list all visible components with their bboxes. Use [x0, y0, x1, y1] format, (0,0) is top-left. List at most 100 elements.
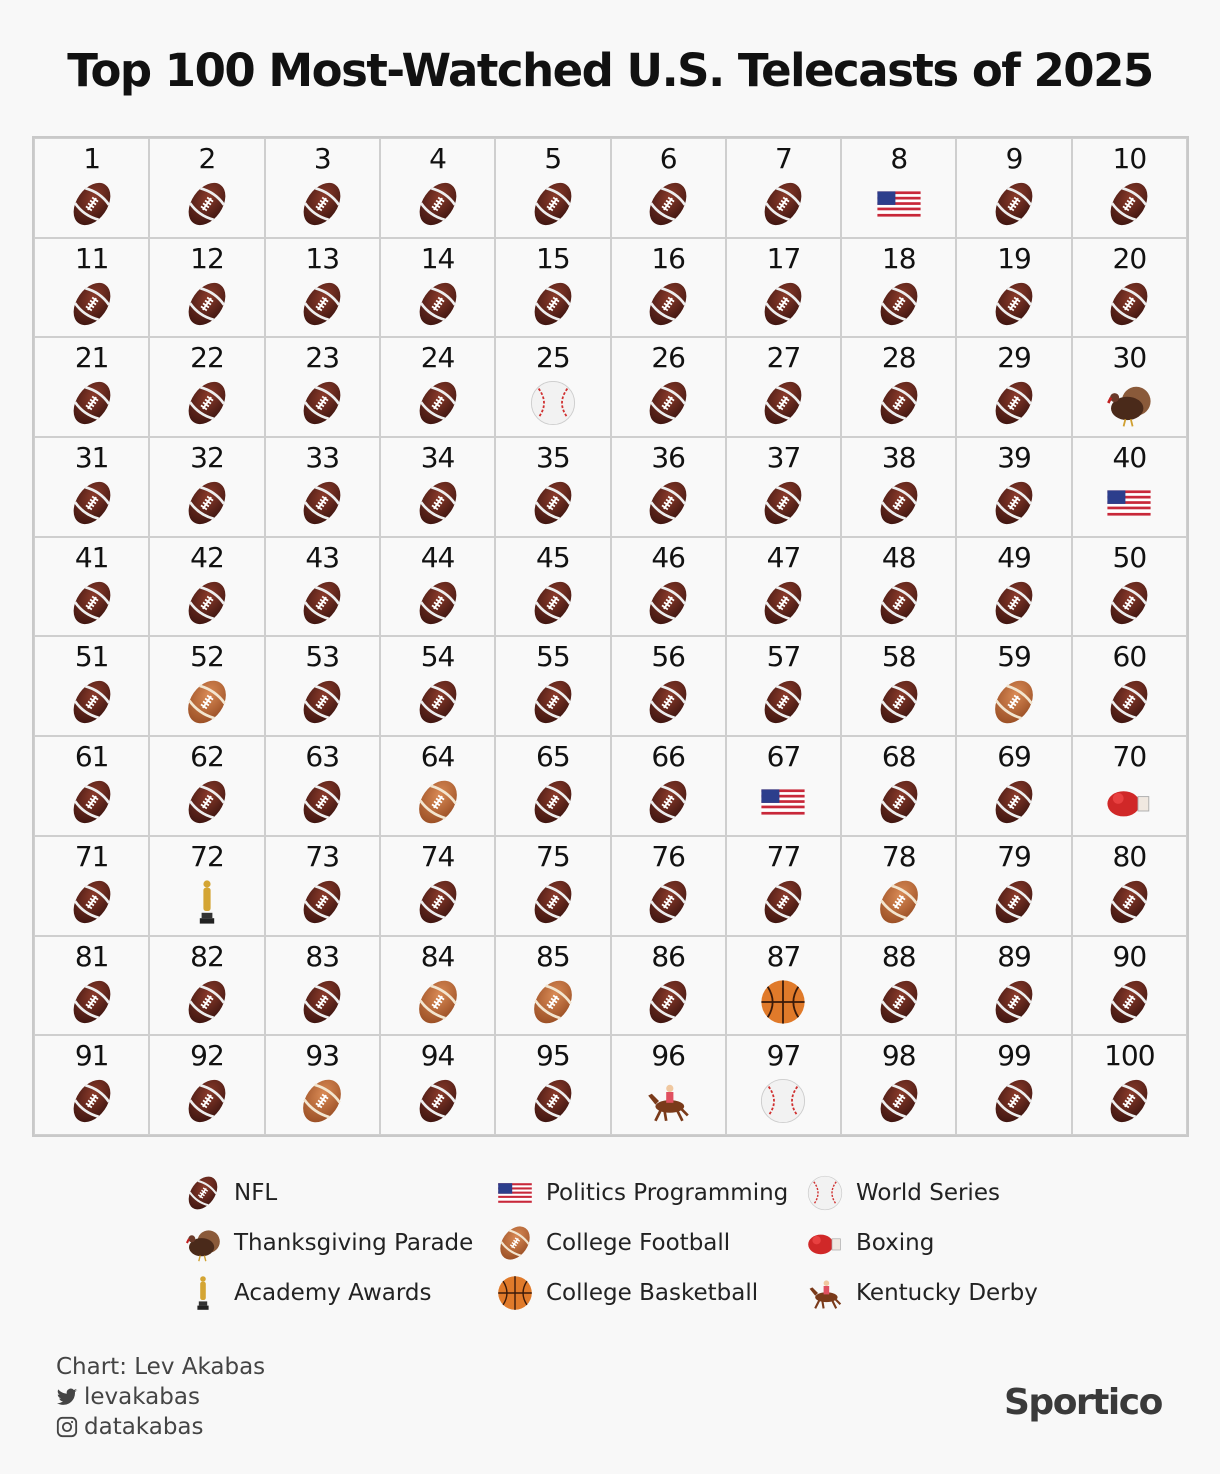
waffle-cell-nfl: 92 — [149, 1035, 265, 1135]
credit-twitter[interactable]: levakabas — [56, 1382, 265, 1412]
legend-label: World Series — [856, 1180, 1000, 1206]
credit-instagram[interactable]: datakabas — [56, 1412, 265, 1442]
waffle-cell-nfl: 41 — [34, 536, 150, 637]
cell-rank: 22 — [190, 341, 225, 375]
baseball-icon — [526, 376, 580, 430]
waffle-cell-nfl: 73 — [264, 835, 380, 936]
oscar-statuette-icon — [182, 1272, 224, 1314]
nfl-football-icon — [295, 576, 349, 630]
waffle-cell-nfl: 43 — [264, 536, 380, 637]
nfl-football-icon — [295, 775, 349, 829]
waffle-cell-nfl: 10 — [1071, 138, 1187, 238]
cell-rank: 77 — [766, 839, 802, 873]
credits: Chart: Lev Akabas levakabas datakabas — [56, 1352, 265, 1442]
cell-rank: 52 — [190, 640, 225, 674]
waffle-cell-cfb: 59 — [956, 636, 1072, 737]
waffle-cell-nfl: 21 — [34, 337, 150, 438]
nfl-football-icon — [1102, 277, 1156, 331]
cell-rank: 71 — [74, 839, 110, 873]
nfl-football-icon — [180, 177, 234, 231]
waffle-cell-nfl: 38 — [841, 437, 957, 537]
nfl-football-icon — [295, 277, 349, 331]
waffle-cell-nfl: 58 — [841, 636, 957, 737]
nfl-football-icon — [411, 576, 465, 630]
nfl-football-icon — [987, 1074, 1041, 1128]
waffle-cell-nfl: 14 — [379, 237, 496, 338]
cell-rank: 67 — [766, 740, 802, 774]
cell-rank: 26 — [651, 341, 686, 375]
cell-rank: 40 — [1112, 441, 1148, 475]
cell-rank: 86 — [651, 939, 686, 973]
cell-rank: 100 — [1104, 1039, 1155, 1073]
legend-item-thanksgiving: Thanksgiving Parade — [182, 1222, 473, 1264]
legend-label: College Basketball — [546, 1280, 759, 1306]
cell-rank: 1 — [83, 142, 101, 175]
sportico-logo: Sportico — [1004, 1382, 1163, 1423]
nfl-football-icon — [65, 177, 119, 231]
waffle-cell-nfl: 26 — [610, 337, 726, 438]
waffle-cell-nfl: 95 — [495, 1035, 611, 1135]
nfl-football-icon — [872, 675, 926, 729]
waffle-cell-nfl: 99 — [956, 1035, 1072, 1135]
waffle-cell-nfl: 89 — [956, 935, 1072, 1036]
waffle-cell-nfl: 86 — [610, 935, 726, 1036]
cell-rank: 98 — [881, 1039, 917, 1073]
waffle-cell-nfl: 56 — [610, 636, 726, 737]
legend: NFL Thanksgiving Parade Academy Awards Poli… — [182, 1172, 1082, 1322]
waffle-cell-nfl: 36 — [610, 437, 726, 537]
cell-rank: 3 — [313, 142, 332, 175]
cell-rank: 30 — [1112, 341, 1148, 375]
cell-rank: 14 — [420, 241, 456, 275]
waffle-cell-nfl: 35 — [495, 437, 611, 537]
cell-rank: 72 — [190, 839, 225, 873]
waffle-cell-thanksgiving: 30 — [1071, 337, 1187, 438]
cell-rank: 83 — [305, 939, 340, 973]
waffle-cell-nfl: 82 — [149, 935, 265, 1036]
waffle-cell-nfl: 5 — [495, 138, 611, 238]
cell-rank: 37 — [766, 441, 802, 475]
cell-rank: 76 — [651, 839, 686, 873]
waffle-cell-ws: 25 — [495, 337, 611, 438]
cell-rank: 24 — [420, 341, 456, 375]
nfl-football-icon — [872, 277, 926, 331]
cell-rank: 11 — [74, 241, 110, 275]
waffle-cell-nfl: 77 — [725, 835, 842, 936]
nfl-football-icon — [987, 975, 1041, 1029]
cell-rank: 55 — [536, 640, 571, 674]
boxing-glove-icon — [804, 1222, 846, 1264]
nfl-football-icon — [756, 277, 810, 331]
cell-rank: 44 — [420, 540, 456, 574]
nfl-football-icon — [411, 1074, 465, 1128]
cell-rank: 70 — [1112, 740, 1148, 774]
nfl-football-icon — [872, 975, 926, 1029]
nfl-football-icon — [65, 476, 119, 530]
nfl-football-icon — [987, 775, 1041, 829]
credit-author: Chart: Lev Akabas — [56, 1354, 266, 1380]
college-football-icon — [494, 1222, 536, 1264]
college-football-icon — [295, 1074, 349, 1128]
us-flag-icon — [494, 1172, 536, 1214]
waffle-cell-nfl: 3 — [264, 138, 380, 238]
waffle-cell-nfl: 94 — [379, 1035, 496, 1135]
nfl-football-icon — [411, 675, 465, 729]
nfl-football-icon — [526, 476, 580, 530]
cell-rank: 53 — [305, 640, 340, 674]
waffle-cell-nfl: 11 — [34, 237, 150, 338]
cell-rank: 56 — [651, 640, 686, 674]
waffle-cell-nfl: 48 — [841, 536, 957, 637]
cell-rank: 12 — [190, 241, 225, 275]
cell-rank: 18 — [881, 241, 917, 275]
cell-rank: 79 — [997, 839, 1032, 873]
college-football-icon — [987, 675, 1041, 729]
waffle-cell-cfb: 52 — [149, 636, 265, 737]
cell-rank: 6 — [659, 142, 678, 175]
waffle-cell-nfl: 15 — [495, 237, 611, 338]
nfl-football-icon — [526, 675, 580, 729]
legend-item-academy: Academy Awards — [182, 1272, 432, 1314]
waffle-cell-nfl: 23 — [264, 337, 380, 438]
waffle-cell-nfl: 79 — [956, 835, 1072, 936]
cell-rank: 16 — [651, 241, 686, 275]
cell-rank: 23 — [305, 341, 340, 375]
cell-rank: 4 — [429, 142, 447, 175]
nfl-football-icon — [295, 476, 349, 530]
